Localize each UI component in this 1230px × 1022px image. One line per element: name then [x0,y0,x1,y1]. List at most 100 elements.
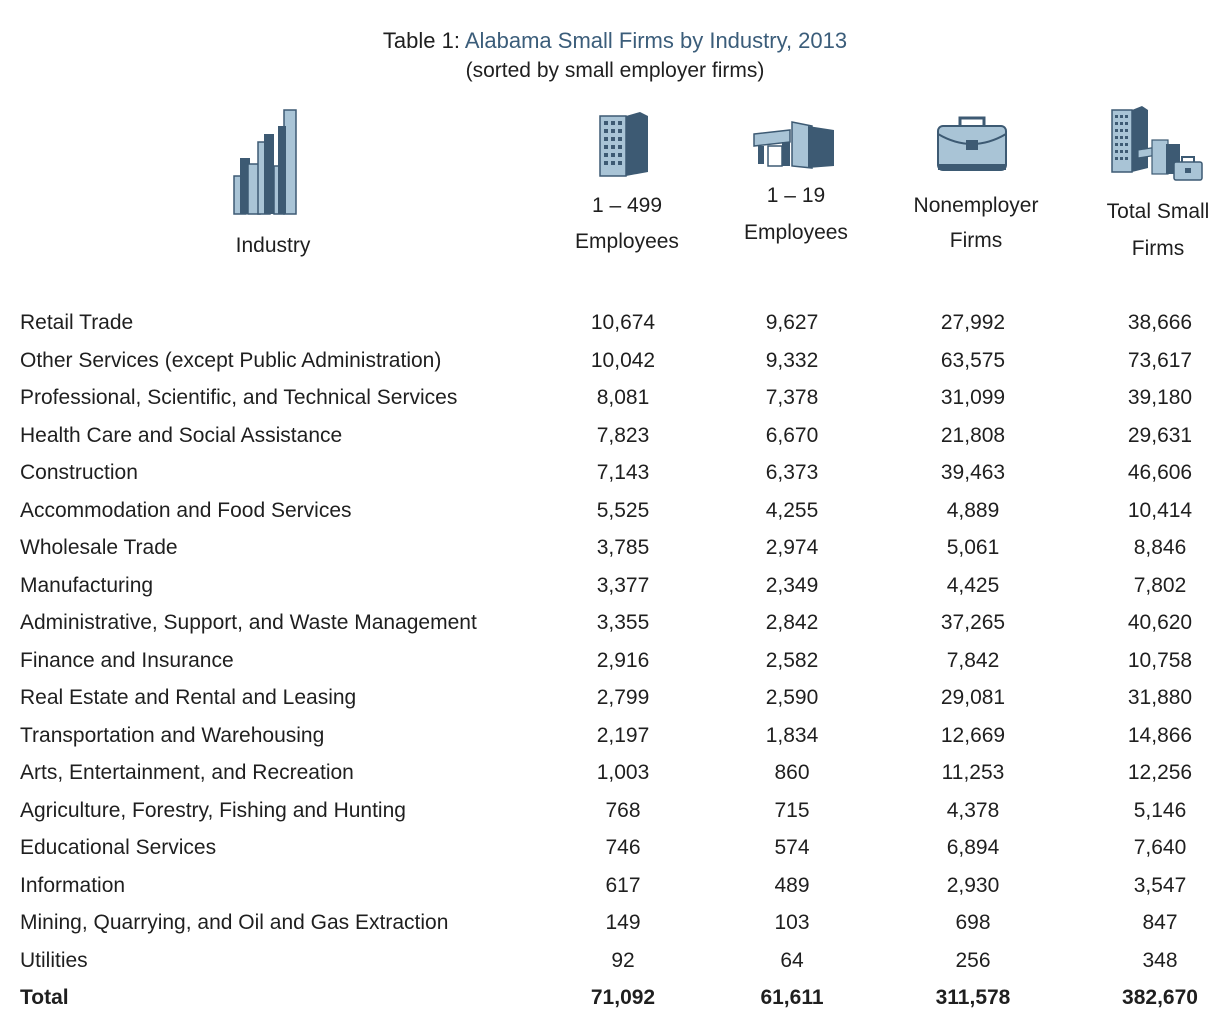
value-1-19: 1,834 [765,723,819,747]
industry-name: Finance and Insurance [20,648,234,672]
value-1-499: 7,823 [596,423,650,447]
value-1-19: 64 [780,948,804,972]
header-col3-line2: Firms [949,229,1003,252]
value-1-499: 8,081 [596,386,650,409]
total-1-499: 71,092 [590,986,656,1009]
value-1-19: 2,590 [765,686,819,709]
value-1-19: 7,378 [765,386,819,409]
industry-name: Other Services (except Public Administra… [20,348,442,372]
value-1-499: 5,525 [596,498,650,522]
table-row: Real Estate and Rental and Leasing 2,799… [0,679,1230,716]
buildings-briefcase-icon [1111,106,1203,181]
value-total-small: 39,180 [1127,386,1193,409]
value-nonemployer: 6,894 [946,836,1000,859]
table-total-row: Total 71,092 61,611 311,578 382,670 [0,979,1230,1016]
value-1-499: 768 [605,798,641,822]
table-row: Agriculture, Forestry, Fishing and Hunti… [0,792,1230,829]
header-col4-line1: Total Small [1106,200,1210,223]
briefcase-icon [937,116,1007,171]
value-1-499: 617 [605,873,641,897]
value-1-499: 2,916 [596,648,650,672]
value-1-499: 3,785 [596,536,650,559]
total-1-19: 61,611 [760,986,824,1009]
bar-chart-icon [233,109,297,215]
value-total-small: 38,666 [1127,311,1193,334]
value-total-small: 46,606 [1127,461,1193,484]
value-total-small: 12,256 [1127,761,1193,784]
industry-name: Construction [20,461,138,484]
value-nonemployer: 11,253 [941,761,1005,784]
value-1-499: 746 [605,836,641,859]
value-1-499: 149 [605,911,641,934]
industry-name: Arts, Entertainment, and Recreation [20,761,354,784]
table-row: Mining, Quarrying, and Oil and Gas Extra… [0,904,1230,941]
value-1-499: 10,674 [590,311,656,334]
header-col1-line2: Employees [575,230,679,253]
value-nonemployer: 37,265 [940,611,1006,634]
title-prefix: Table 1: [382,28,465,53]
value-total-small: 29,631 [1127,423,1193,447]
table-row: Accommodation and Food Services 5,525 4,… [0,492,1230,529]
value-nonemployer: 29,081 [940,686,1006,709]
table-row: Professional, Scientific, and Technical … [0,379,1230,416]
value-total-small: 348 [1142,948,1178,972]
table-row: Arts, Entertainment, and Recreation 1,00… [0,754,1230,791]
value-total-small: 73,617 [1127,348,1193,372]
value-1-499: 3,355 [596,611,650,634]
industry-name: Health Care and Social Assistance [20,423,343,447]
table-row: Educational Services 746 574 6,894 7,640 [0,829,1230,866]
value-nonemployer: 698 [955,911,991,934]
storefront-icon [753,121,834,169]
table-subtitle: (sorted by small employer firms) [465,59,765,82]
value-nonemployer: 39,463 [940,461,1006,484]
value-1-19: 9,332 [765,348,819,372]
value-1-19: 489 [774,873,810,897]
value-total-small: 7,640 [1133,836,1187,859]
industry-name: Information [20,873,126,897]
value-1-19: 2,582 [765,648,819,672]
value-nonemployer: 31,099 [940,386,1006,409]
table-row: Finance and Insurance 2,916 2,582 7,842 … [0,642,1230,679]
value-1-499: 2,197 [596,723,650,747]
value-total-small: 10,414 [1127,498,1193,522]
industry-name: Transportation and Warehousing [20,723,325,747]
table-row: Other Services (except Public Administra… [0,342,1230,379]
header-col4-line2: Firms [1131,237,1185,260]
industry-name: Professional, Scientific, and Technical … [20,386,458,409]
value-1-19: 6,373 [765,461,819,484]
table-row: Retail Trade 10,674 9,627 27,992 38,666 [0,304,1230,341]
value-1-19: 715 [774,798,810,822]
value-total-small: 8,846 [1133,536,1187,559]
value-1-19: 9,627 [765,311,819,334]
office-building-icon [599,112,648,177]
value-total-small: 847 [1142,911,1178,934]
header-industry: Industry [235,234,311,257]
value-total-small: 31,880 [1127,686,1193,709]
table-row: Wholesale Trade 3,785 2,974 5,061 8,846 [0,529,1230,566]
value-total-small: 5,146 [1133,798,1187,822]
value-1-499: 92 [611,948,635,972]
value-nonemployer: 4,425 [946,573,1000,597]
value-nonemployer: 21,808 [940,423,1006,447]
industry-name: Educational Services [20,836,217,859]
value-nonemployer: 256 [955,948,991,972]
value-1-19: 2,349 [765,573,819,597]
value-total-small: 40,620 [1127,611,1193,634]
table-row: Administrative, Support, and Waste Manag… [0,604,1230,641]
value-1-19: 103 [774,911,810,934]
title-main: Alabama Small Firms by Industry, 2013 [464,28,848,53]
header-col3-line1: Nonemployer [913,194,1039,217]
value-1-499: 2,799 [596,686,650,709]
total-label: Total [20,986,69,1009]
industry-name: Wholesale Trade [20,536,178,559]
total-nonemployer: 311,578 [935,986,1011,1009]
table-title: Table 1: Alabama Small Firms by Industry… [0,26,1230,56]
value-nonemployer: 4,889 [946,498,1000,522]
industry-name: Utilities [20,948,88,972]
value-1-499: 1,003 [596,761,650,784]
header-col2-line2: Employees [744,221,848,244]
value-nonemployer: 2,930 [946,873,1000,897]
value-nonemployer: 7,842 [946,648,1000,672]
value-1-19: 860 [774,761,810,784]
value-1-19: 4,255 [765,498,819,522]
